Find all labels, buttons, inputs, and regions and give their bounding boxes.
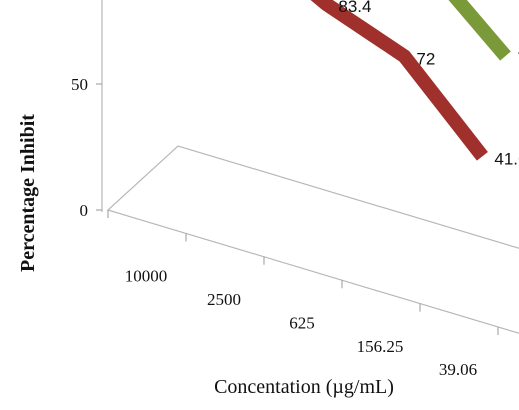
labels-layer: 83.4 72 41.6 73 — [338, 0, 519, 168]
series-layer — [310, 0, 511, 161]
data-label: 72 — [416, 49, 435, 68]
floor-plane — [106, 145, 519, 334]
x-axis-label: Concentation (µg/mL) — [214, 376, 394, 398]
y-axis-label: Percentage Inhibit — [17, 114, 39, 272]
series-line-1 — [310, 0, 488, 161]
x-tick-label: 39.06 — [439, 360, 477, 379]
x-tick-label: 2500 — [207, 290, 241, 309]
data-label: 41.6 — [494, 149, 519, 168]
x-tick-label: 625 — [289, 313, 315, 332]
y-tick-label: 50 — [71, 75, 88, 94]
x-tick-label: 156.25 — [357, 337, 404, 356]
data-label: 83.4 — [338, 0, 371, 16]
chart-floor — [106, 145, 519, 334]
chart-axes: 0 50 10000 2500 625 156.25 39.06 — [71, 0, 499, 379]
data-label: 73 — [518, 49, 519, 68]
series-line-2 — [448, 0, 511, 61]
x-tick-label: 10000 — [125, 267, 168, 286]
y-tick-label: 0 — [80, 201, 89, 220]
